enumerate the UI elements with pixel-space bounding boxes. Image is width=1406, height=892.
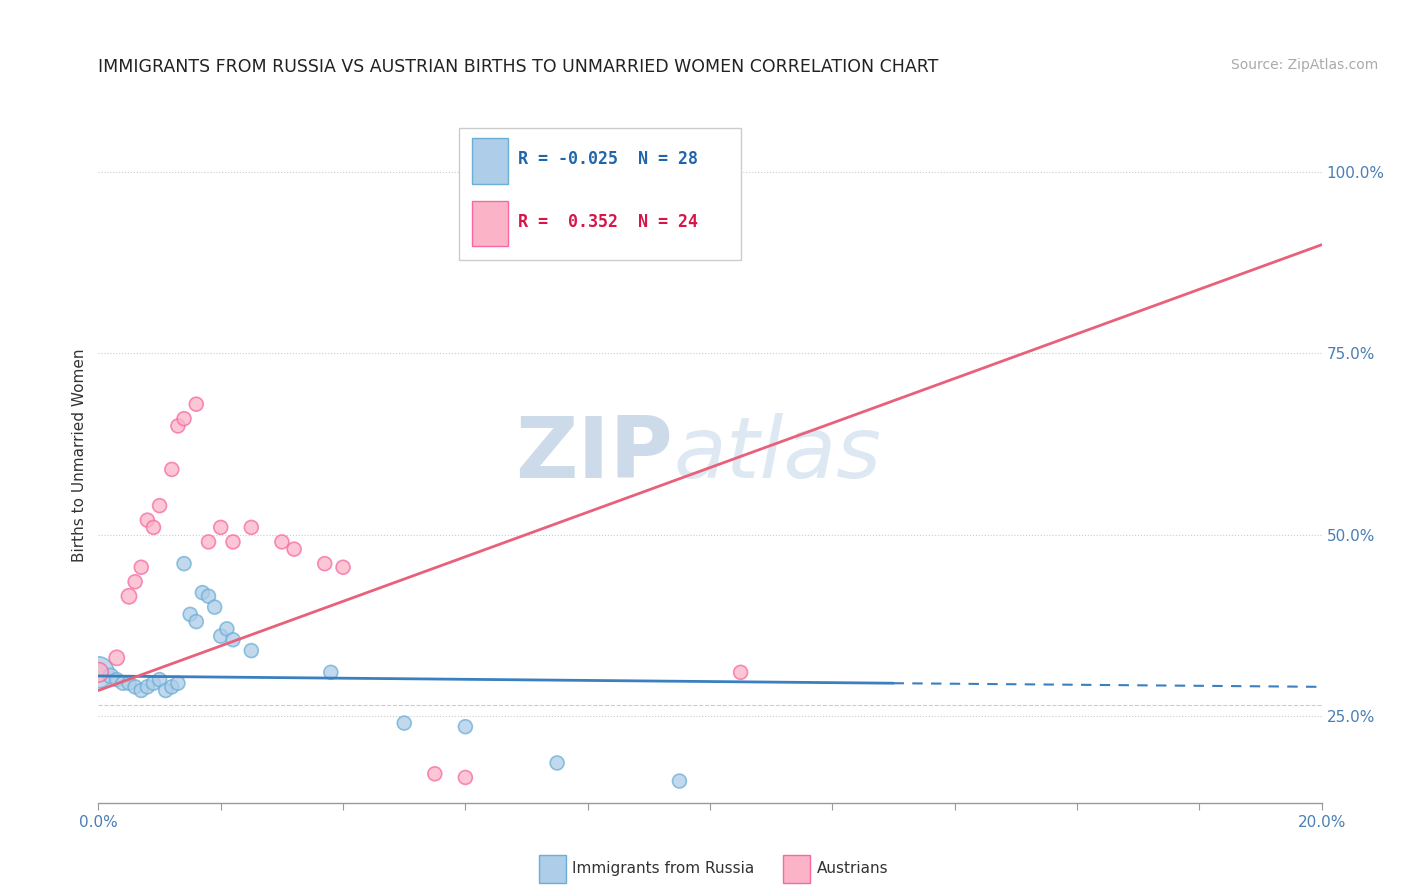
Point — [105, 651, 128, 665]
Point — [129, 683, 152, 698]
Point — [179, 607, 201, 622]
Point — [111, 676, 134, 690]
Point — [454, 771, 477, 785]
Point — [186, 615, 208, 629]
Point — [173, 411, 195, 425]
Point — [149, 499, 172, 513]
FancyBboxPatch shape — [538, 855, 565, 883]
FancyBboxPatch shape — [471, 201, 508, 246]
Point — [160, 680, 183, 694]
Point — [186, 397, 208, 411]
Point — [100, 669, 122, 683]
Point — [142, 676, 165, 690]
Point — [270, 535, 292, 549]
Point — [423, 766, 446, 781]
Point — [209, 520, 232, 534]
Point — [173, 557, 195, 571]
Point — [167, 419, 190, 434]
Point — [105, 673, 128, 687]
Point — [319, 665, 342, 680]
Point — [197, 535, 219, 549]
Point — [204, 600, 226, 615]
Point — [197, 589, 219, 603]
Text: ZIP: ZIP — [516, 413, 673, 497]
Point — [124, 574, 146, 589]
Point — [191, 585, 214, 599]
Point — [87, 665, 110, 680]
Point — [149, 673, 172, 687]
Point — [87, 665, 110, 680]
Point — [332, 560, 354, 574]
Point — [222, 535, 245, 549]
Point — [546, 756, 568, 770]
Point — [129, 560, 152, 574]
Y-axis label: Births to Unmarried Women: Births to Unmarried Women — [72, 348, 87, 562]
FancyBboxPatch shape — [783, 855, 810, 883]
Point — [155, 683, 177, 698]
Point — [215, 622, 238, 636]
FancyBboxPatch shape — [460, 128, 741, 260]
Point — [209, 629, 232, 643]
Point — [167, 676, 190, 690]
Point — [160, 462, 183, 476]
Point — [118, 589, 141, 603]
Point — [283, 542, 305, 557]
Point — [454, 720, 477, 734]
Point — [730, 665, 752, 680]
Text: atlas: atlas — [673, 413, 882, 497]
Text: R = -0.025  N = 28: R = -0.025 N = 28 — [517, 150, 697, 169]
Text: Austrians: Austrians — [817, 862, 889, 877]
Point — [240, 520, 263, 534]
Point — [118, 676, 141, 690]
FancyBboxPatch shape — [471, 138, 508, 184]
Point — [136, 680, 159, 694]
Point — [142, 520, 165, 534]
Point — [240, 643, 263, 657]
Point — [124, 680, 146, 694]
Text: R =  0.352  N = 24: R = 0.352 N = 24 — [517, 213, 697, 231]
Point — [392, 716, 416, 731]
Point — [222, 632, 245, 647]
Text: IMMIGRANTS FROM RUSSIA VS AUSTRIAN BIRTHS TO UNMARRIED WOMEN CORRELATION CHART: IMMIGRANTS FROM RUSSIA VS AUSTRIAN BIRTH… — [98, 58, 939, 76]
Point — [699, 161, 721, 176]
Point — [314, 557, 336, 571]
Text: Source: ZipAtlas.com: Source: ZipAtlas.com — [1230, 58, 1378, 72]
Point — [136, 513, 159, 527]
Text: Immigrants from Russia: Immigrants from Russia — [572, 862, 754, 877]
Point — [668, 774, 690, 789]
